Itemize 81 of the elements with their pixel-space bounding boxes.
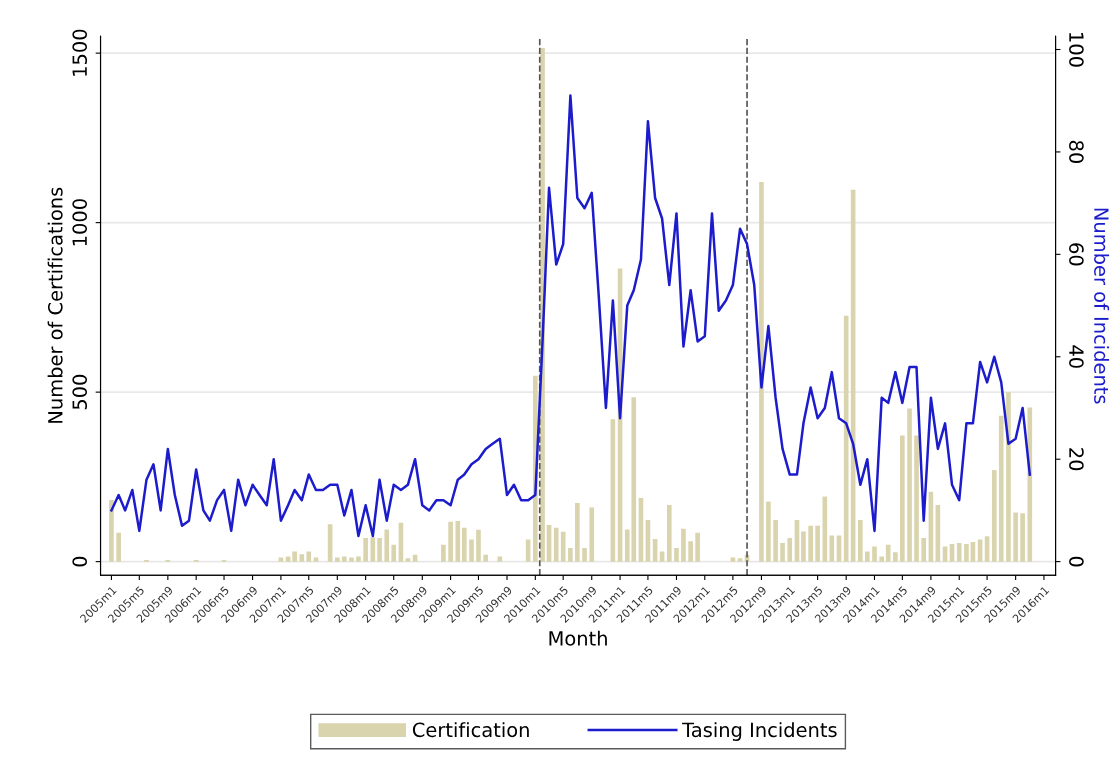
y-tick-label: 0 — [72, 556, 88, 567]
bar — [109, 499, 114, 562]
bar — [921, 537, 927, 562]
y2-axis-title: Number of Incidents — [1094, 208, 1110, 404]
bar — [885, 544, 891, 562]
y2-tick-label: 60 — [1069, 243, 1084, 266]
bar — [914, 435, 919, 562]
bar — [334, 557, 340, 562]
bar — [1006, 392, 1011, 562]
bar — [575, 502, 580, 562]
y2-tick-label: 80 — [1069, 140, 1084, 164]
bar — [455, 520, 461, 562]
bar — [737, 558, 743, 562]
bar — [377, 537, 382, 562]
legend-label: Tasing Incidents — [682, 722, 837, 741]
bar — [405, 558, 411, 562]
bar — [815, 525, 820, 562]
bar — [497, 556, 503, 562]
y2-tick-label: 100 — [1069, 33, 1084, 67]
bar — [356, 556, 361, 562]
bar — [666, 505, 672, 562]
bar — [900, 435, 905, 562]
bar — [384, 529, 390, 562]
bar — [292, 551, 297, 562]
bar — [801, 531, 806, 562]
bar — [766, 501, 771, 562]
legend-label: Certification — [412, 722, 529, 738]
bar — [956, 542, 962, 562]
bar — [341, 556, 347, 562]
bar — [476, 529, 481, 562]
bar — [674, 548, 679, 562]
bar — [448, 521, 453, 562]
line-series — [110, 94, 1032, 538]
bar — [998, 415, 1004, 562]
bar — [829, 535, 835, 562]
bar — [808, 525, 813, 562]
y-tick-label: 1500 — [72, 29, 88, 76]
bar — [759, 181, 764, 562]
bar — [299, 554, 305, 562]
y2-tick-label: 20 — [1069, 448, 1084, 471]
bar — [116, 532, 121, 562]
bar — [1020, 513, 1025, 562]
y2-tick-label: 40 — [1069, 345, 1084, 368]
bar — [483, 554, 488, 562]
bar — [780, 542, 785, 562]
bar — [349, 557, 354, 562]
y2-tick-label: 0 — [1069, 556, 1084, 567]
bar — [872, 546, 877, 562]
bar — [553, 527, 559, 562]
bar — [306, 551, 312, 562]
bar — [864, 551, 870, 562]
bar — [412, 554, 418, 562]
y-tick-label: 1000 — [72, 199, 88, 246]
bar — [589, 507, 595, 562]
y-axis-title: Number of Certifications — [47, 187, 63, 423]
bar — [1013, 512, 1018, 562]
bar — [907, 408, 912, 562]
bar — [391, 544, 397, 562]
bar — [695, 532, 700, 562]
y-tick-label: 500 — [72, 374, 88, 410]
bar — [773, 519, 778, 562]
bar — [363, 537, 368, 562]
bar — [688, 541, 693, 562]
bar — [858, 519, 863, 562]
bar — [1027, 407, 1033, 562]
x-axis-title: Month — [549, 630, 607, 646]
bar — [681, 528, 686, 562]
bar — [942, 546, 948, 562]
bar — [822, 496, 828, 562]
bar — [461, 527, 467, 562]
bar — [469, 539, 474, 562]
bar — [441, 544, 446, 562]
bar — [582, 548, 587, 562]
bar — [964, 544, 969, 562]
bar — [879, 556, 885, 562]
bar — [893, 552, 898, 562]
bar — [560, 531, 566, 562]
bar — [991, 470, 997, 562]
bar — [659, 551, 665, 562]
bar — [568, 548, 573, 562]
bar — [787, 537, 793, 562]
